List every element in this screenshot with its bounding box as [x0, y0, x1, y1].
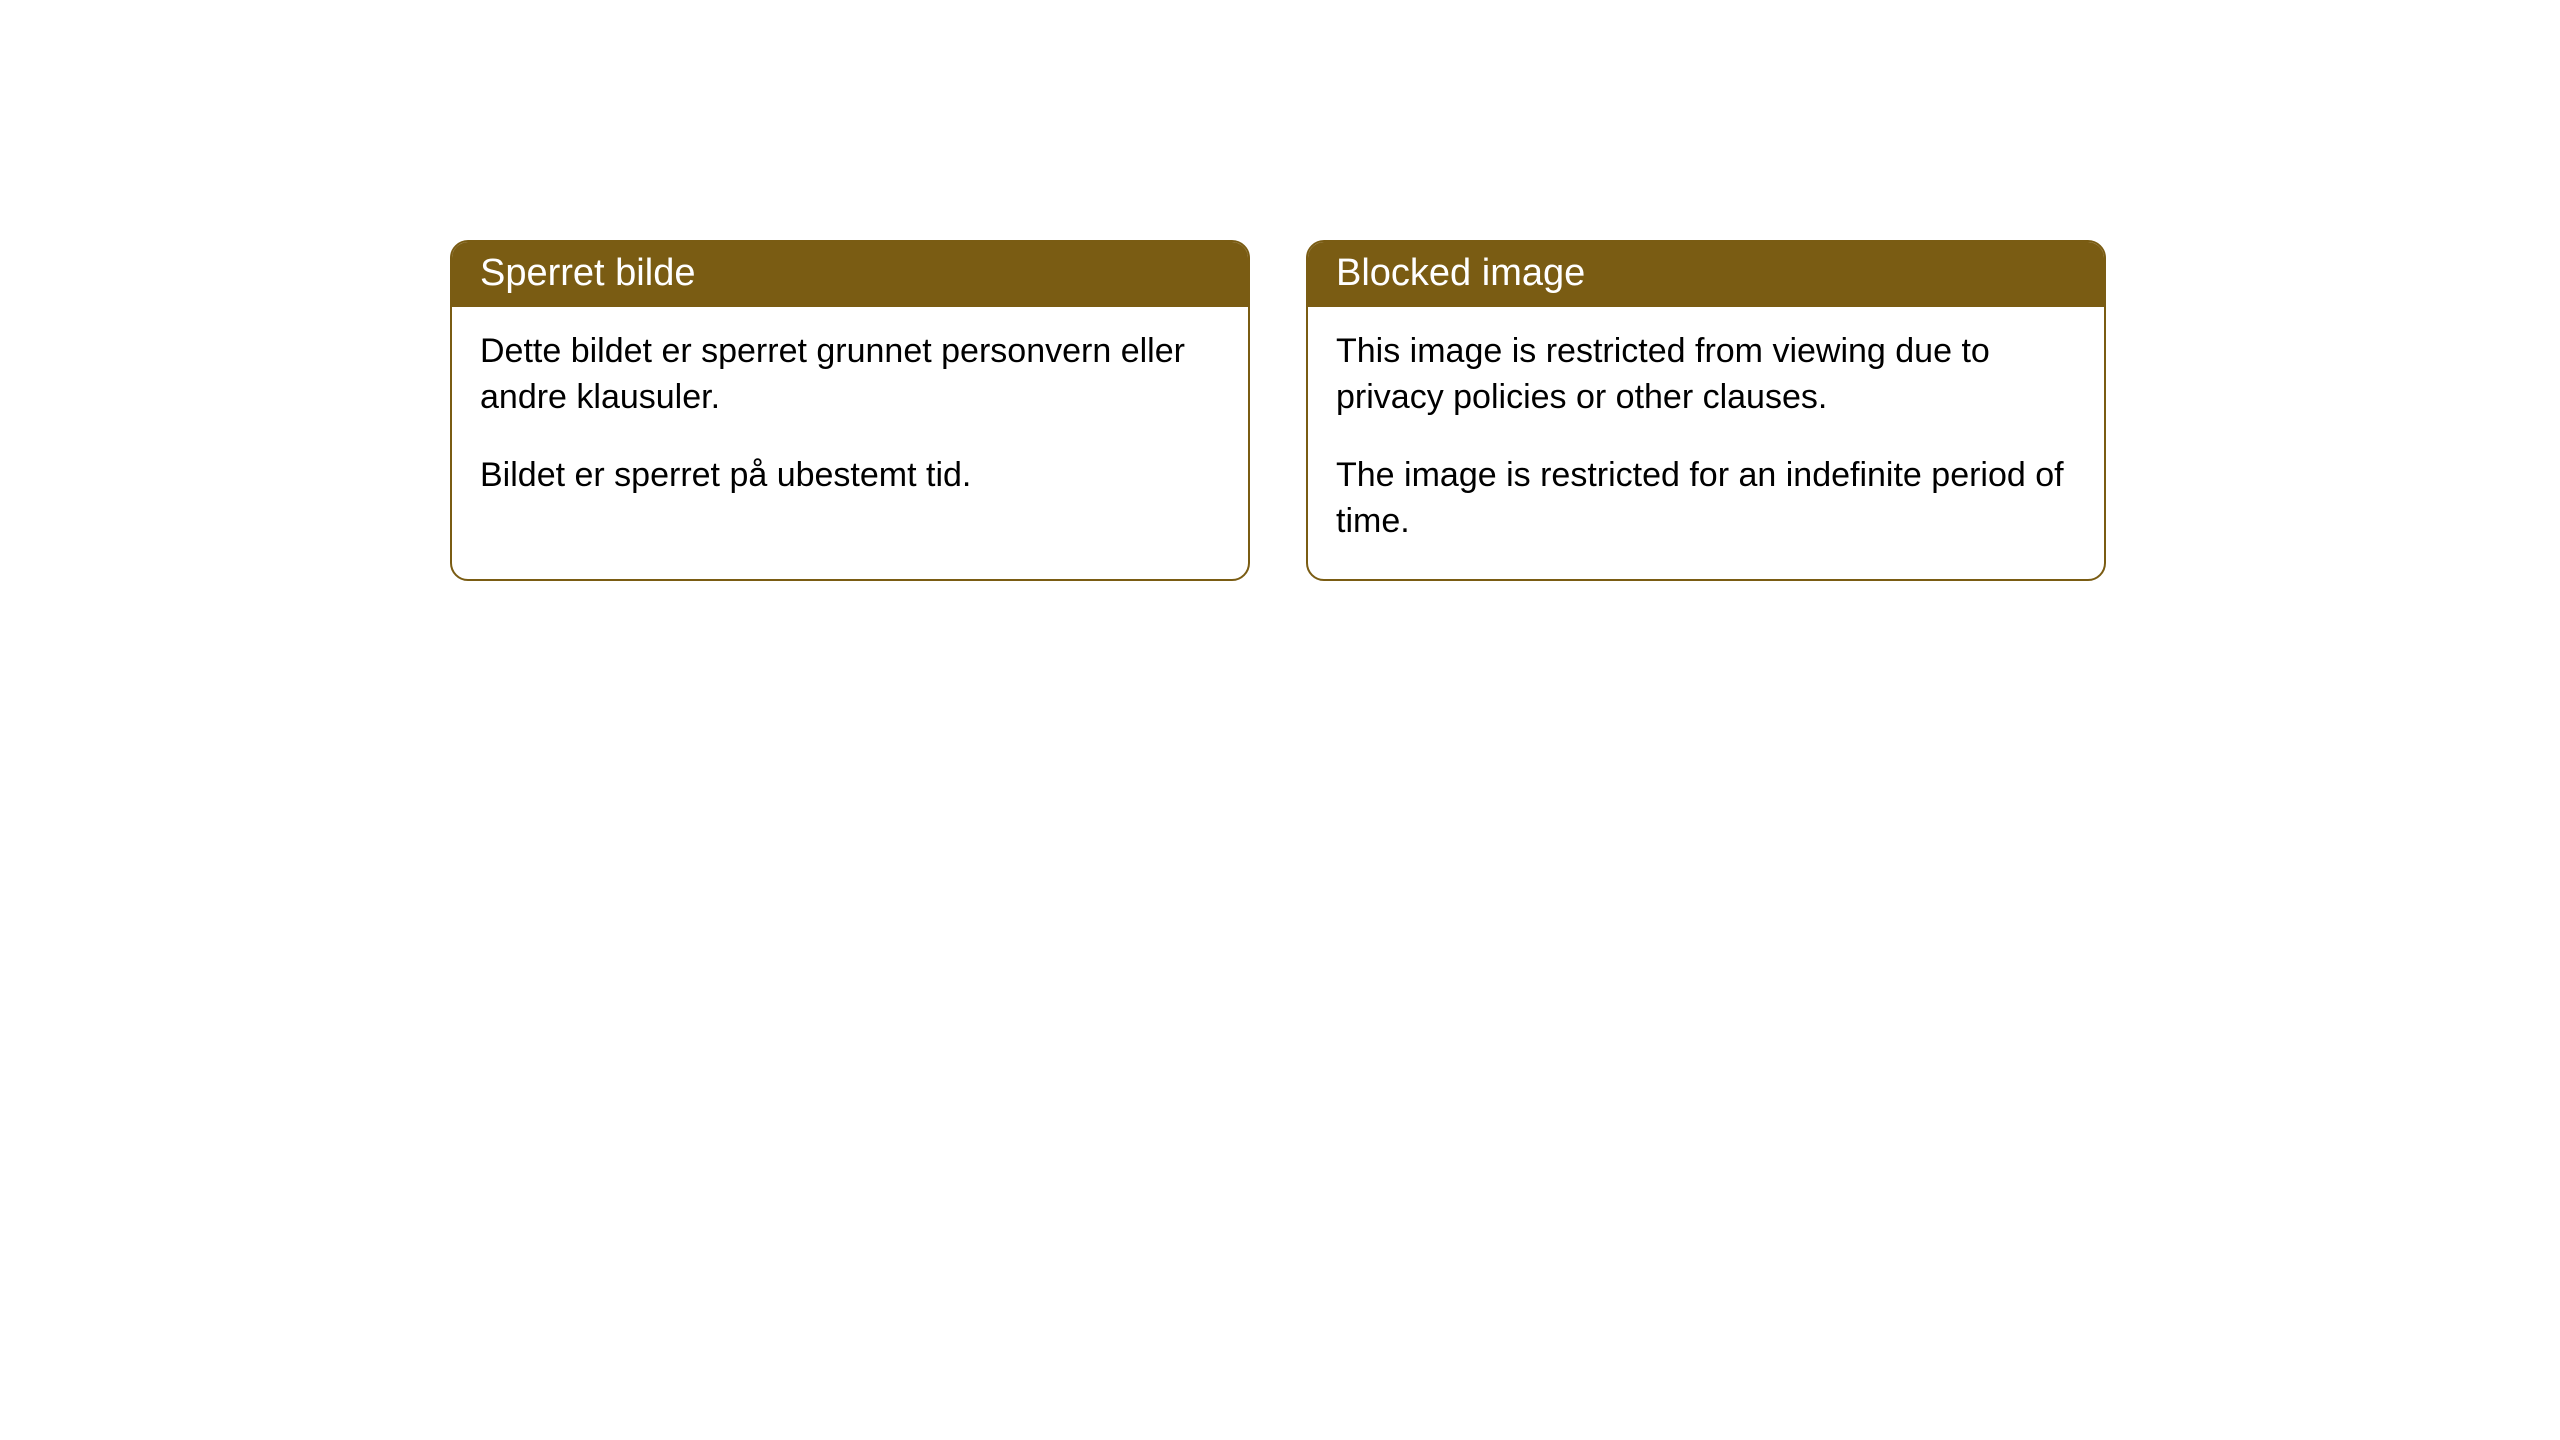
card-header: Blocked image — [1308, 242, 2104, 307]
card-title: Blocked image — [1336, 252, 1585, 294]
card-paragraph: Bildet er sperret på ubestemt tid. — [480, 453, 1220, 499]
card-paragraph: This image is restricted from viewing du… — [1336, 329, 2076, 421]
card-body: Dette bildet er sperret grunnet personve… — [452, 307, 1248, 533]
card-header: Sperret bilde — [452, 242, 1248, 307]
notice-cards-container: Sperret bilde Dette bildet er sperret gr… — [450, 240, 2106, 581]
notice-card-english: Blocked image This image is restricted f… — [1306, 240, 2106, 581]
notice-card-norwegian: Sperret bilde Dette bildet er sperret gr… — [450, 240, 1250, 581]
card-paragraph: Dette bildet er sperret grunnet personve… — [480, 329, 1220, 421]
card-title: Sperret bilde — [480, 252, 695, 294]
card-paragraph: The image is restricted for an indefinit… — [1336, 453, 2076, 545]
card-body: This image is restricted from viewing du… — [1308, 307, 2104, 579]
